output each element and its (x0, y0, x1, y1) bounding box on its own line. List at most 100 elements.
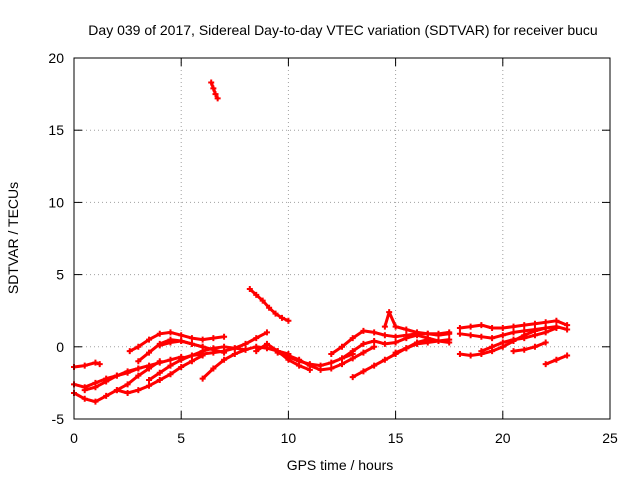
data-point (339, 361, 345, 368)
data-point (113, 387, 120, 394)
data-point (156, 359, 163, 366)
data-point (349, 374, 356, 381)
data-point (339, 343, 345, 350)
data-point (360, 327, 367, 334)
data-point (510, 329, 517, 336)
y-tick-label: 10 (48, 194, 64, 210)
data-point (478, 333, 485, 340)
series-arc-22 (456, 317, 571, 332)
data-point (146, 382, 153, 389)
data-point (178, 364, 185, 371)
data-point (360, 340, 367, 347)
series-arc-25 (478, 325, 560, 355)
series-line (83, 355, 183, 392)
data-point (360, 368, 367, 375)
data-point (553, 325, 560, 332)
data-point (263, 340, 270, 347)
x-tick-label: 10 (281, 430, 297, 446)
data-point (156, 342, 163, 349)
series-arc-13 (208, 79, 221, 102)
data-point (135, 365, 142, 372)
series-line (128, 330, 226, 353)
data-point (178, 338, 185, 345)
data-point (167, 362, 174, 369)
data-point (424, 336, 431, 343)
data-point (221, 348, 228, 355)
y-tick-label: -5 (52, 411, 65, 427)
series-arc-14 (246, 286, 292, 324)
data-point (272, 310, 279, 317)
series-arc-3 (71, 359, 103, 371)
data-point (253, 291, 260, 298)
data-point (499, 332, 506, 339)
data-point (242, 346, 249, 353)
x-tick-label: 20 (495, 430, 511, 446)
data-point (403, 335, 410, 342)
data-point (328, 365, 335, 372)
data-point (531, 320, 538, 327)
data-point (456, 325, 463, 332)
data-point (124, 390, 131, 397)
data-point (403, 345, 410, 352)
data-point (306, 362, 313, 369)
data-point (467, 332, 474, 339)
data-point (103, 378, 110, 385)
data-point (231, 351, 238, 358)
data-point (135, 358, 142, 365)
data-point (553, 356, 560, 363)
data-point (135, 372, 142, 379)
data-point (178, 355, 185, 362)
data-point (96, 361, 103, 368)
data-point (278, 314, 285, 321)
data-point (371, 362, 378, 369)
data-point (489, 343, 496, 350)
data-point (103, 392, 110, 399)
data-point (521, 346, 528, 353)
axis-ticks (73, 57, 611, 420)
data-point (253, 335, 260, 342)
data-point (156, 330, 163, 337)
data-point (214, 95, 221, 102)
data-point (467, 352, 474, 359)
data-point (178, 332, 185, 339)
data-point (499, 325, 506, 332)
data-point (221, 333, 228, 340)
y-tick-labels: -5 0 5 10 15 20 (48, 50, 64, 427)
data-point (221, 356, 228, 363)
data-point (349, 355, 356, 362)
data-point (446, 339, 453, 346)
series-arc-27 (542, 352, 571, 368)
data-point (392, 339, 399, 346)
data-point (231, 345, 238, 352)
data-point (259, 297, 266, 304)
data-point (435, 330, 442, 337)
data-point (188, 352, 195, 359)
data-point (521, 335, 528, 342)
data-point (124, 368, 131, 375)
data-point (92, 384, 99, 391)
data-point (81, 387, 88, 394)
data-point (210, 85, 217, 92)
data-point (285, 352, 292, 359)
data-point (542, 319, 549, 326)
data-point (510, 323, 517, 330)
y-tick-label: 5 (56, 267, 64, 283)
data-point (386, 309, 393, 316)
data-point (81, 362, 88, 369)
data-point (167, 371, 174, 378)
data-point (349, 348, 356, 355)
data-point (392, 333, 399, 340)
data-point (156, 377, 163, 384)
data-point (381, 332, 388, 339)
series-arc-21 (392, 336, 453, 356)
data-point (199, 343, 206, 350)
data-point (135, 387, 142, 394)
data-point (263, 329, 270, 336)
data-point (371, 338, 378, 345)
data-point (167, 356, 174, 363)
data-point (403, 326, 410, 333)
x-tick-labels: 0 5 10 15 20 25 (70, 430, 618, 446)
data-point (499, 339, 506, 346)
data-point (328, 359, 335, 366)
x-tick-label: 0 (70, 430, 78, 446)
